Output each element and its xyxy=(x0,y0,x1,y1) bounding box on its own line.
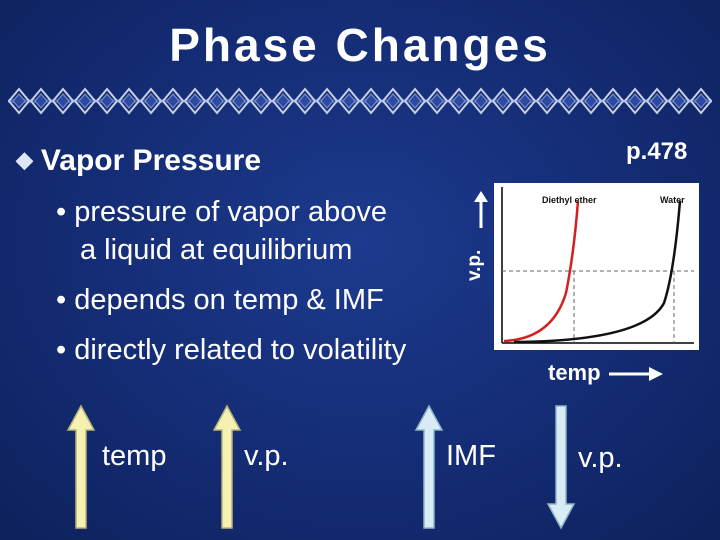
diethyl-ether-curve xyxy=(503,200,580,343)
sub-bullet-3: • directly related to volatility xyxy=(56,334,407,366)
page-reference: p.478 xyxy=(626,138,688,165)
slide-title: Phase Changes xyxy=(169,19,551,71)
vp-axis-label-group: v.p. xyxy=(462,190,498,300)
vapor-pressure-graph: Diethyl ether Water xyxy=(494,183,699,350)
water-label: Water xyxy=(660,195,685,205)
vp-axis-up-arrow-icon xyxy=(474,191,488,228)
vp-axis-label: v.p. xyxy=(464,249,485,281)
relation-vp-label: v.p. xyxy=(244,440,289,472)
diethyl-ether-label: Diethyl ether xyxy=(542,195,597,205)
water-curve xyxy=(513,200,682,344)
sub-bullet-1: • pressure of vapor above xyxy=(56,196,387,228)
decorative-rule xyxy=(8,86,712,116)
temp-up-arrow-icon xyxy=(66,404,96,529)
temp-axis-right-arrow-icon xyxy=(608,367,663,382)
relation-imf-label: IMF xyxy=(446,440,496,472)
temp-axis-label: temp xyxy=(548,360,601,385)
relation-vp-down-label: v.p. xyxy=(578,442,623,474)
vp-up-arrow-icon xyxy=(212,404,242,529)
diamond-bullet-icon: ◆ xyxy=(16,147,33,172)
temp-axis-label-group: temp xyxy=(548,360,665,386)
bullet-heading: ◆ Vapor Pressure xyxy=(16,144,261,178)
relation-temp-label: temp xyxy=(102,440,167,472)
sub-bullet-1-cont: a liquid at equilibrium xyxy=(80,234,353,266)
vp-down-arrow-icon xyxy=(546,405,576,530)
sub-bullet-2: • depends on temp & IMF xyxy=(56,284,384,316)
heading-text: Vapor Pressure xyxy=(40,144,262,177)
graph-svg: Diethyl ether Water xyxy=(501,187,694,344)
imf-up-arrow-icon xyxy=(414,404,444,529)
